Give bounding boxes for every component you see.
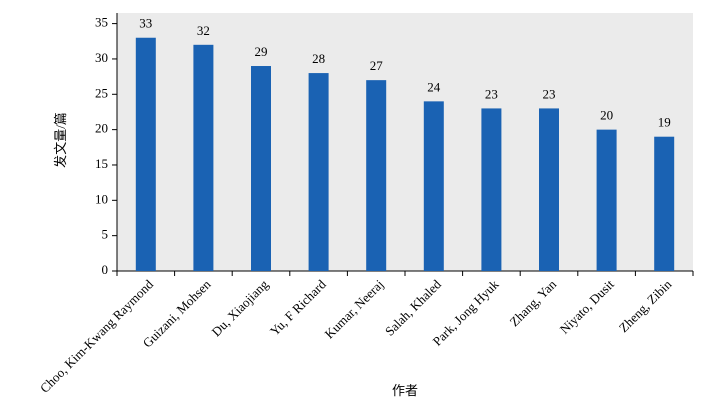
- bar: [135, 37, 156, 271]
- y-tick-label: 0: [102, 262, 109, 277]
- x-tick-label: Kumar, Neeraj: [322, 277, 387, 342]
- bar: [366, 80, 387, 271]
- data-label: 29: [255, 44, 268, 59]
- bar: [654, 136, 675, 271]
- data-label: 28: [312, 51, 325, 66]
- bar: [423, 101, 444, 271]
- x-tick-label: Niyato, Dusit: [557, 276, 617, 336]
- bar: [539, 108, 559, 272]
- bar: [251, 66, 271, 271]
- data-label: 33: [139, 16, 152, 31]
- bar: [481, 108, 502, 272]
- bar: [193, 44, 214, 271]
- data-label: 27: [370, 58, 384, 73]
- y-axis-label: 发文量/篇: [53, 112, 68, 168]
- y-tick-label: 35: [95, 15, 108, 30]
- x-axis-label: 作者: [392, 383, 418, 398]
- x-tick-label: Zhang, Yan: [506, 276, 559, 329]
- y-tick-label: 15: [95, 156, 108, 171]
- y-tick-label: 30: [95, 50, 108, 65]
- y-tick-label: 10: [95, 191, 108, 206]
- data-label: 23: [543, 86, 556, 101]
- data-label: 24: [427, 79, 441, 94]
- data-label: 32: [197, 23, 210, 38]
- data-label: 23: [485, 86, 498, 101]
- x-tick-label: Du, Xiaojiang: [209, 276, 272, 339]
- x-tick-label: Zheng, Zibin: [616, 276, 675, 335]
- data-label: 19: [658, 115, 671, 130]
- y-tick-label: 5: [102, 227, 109, 242]
- bar: [308, 73, 329, 272]
- x-tick-label: Yu, F Richard: [267, 276, 329, 338]
- x-tick-label: Choo, Kim-Kwang Raymond: [37, 276, 156, 395]
- bar: [596, 129, 617, 271]
- y-tick-label: 20: [95, 121, 108, 136]
- y-tick-label: 25: [95, 85, 108, 100]
- x-tick-label: Salah, Khaled: [382, 276, 445, 339]
- data-label: 20: [600, 108, 613, 123]
